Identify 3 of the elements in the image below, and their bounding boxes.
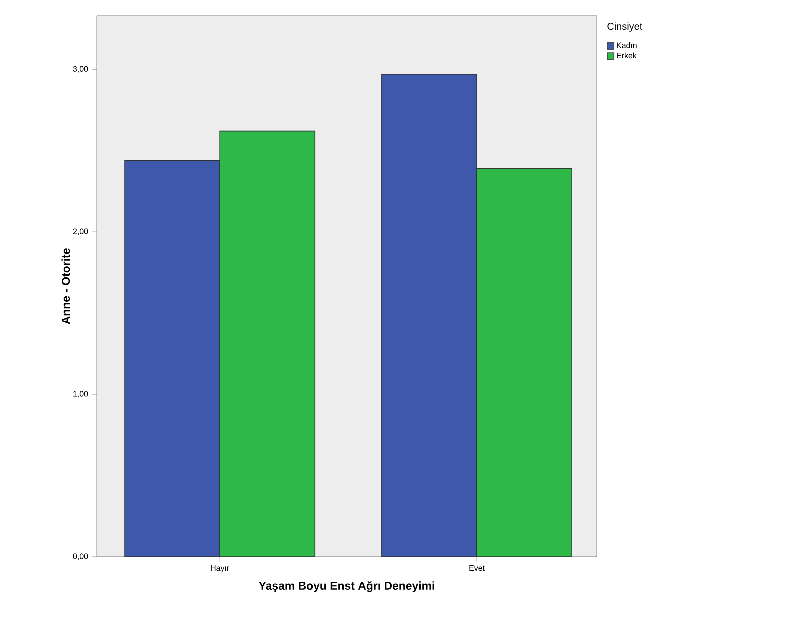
legend-title: Cinsiyet <box>608 22 643 32</box>
y-axis-title: Anne - Otorite <box>62 248 70 324</box>
x-axis-title: Yaşam Boyu Enst Ağrı Deneyimi <box>259 581 434 592</box>
